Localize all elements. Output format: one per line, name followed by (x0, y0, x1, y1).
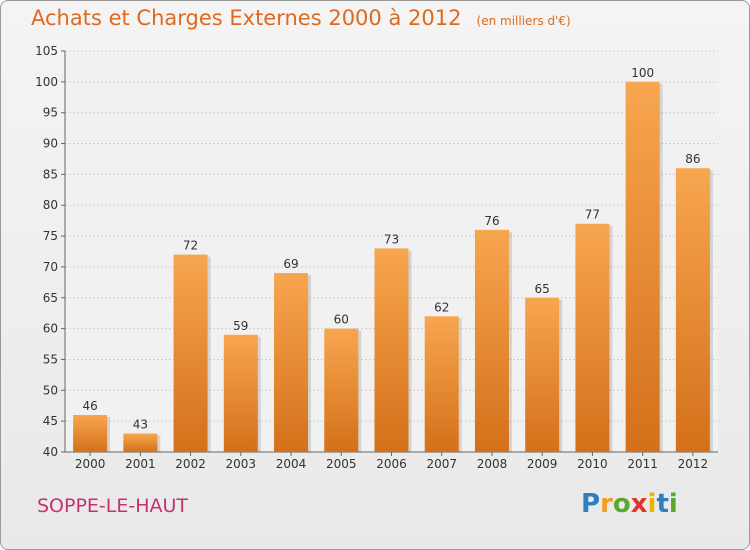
x-tick-label: 2000 (75, 457, 106, 471)
bar-value-label: 100 (631, 66, 654, 80)
bar (374, 248, 409, 452)
bar-value-label: 77 (585, 208, 600, 222)
y-tick-label: 80 (43, 198, 58, 212)
y-tick-label: 85 (43, 167, 58, 181)
bar-value-label: 86 (685, 152, 700, 166)
x-tick-label: 2002 (175, 457, 206, 471)
y-tick-label: 70 (43, 260, 58, 274)
y-tick-label: 90 (43, 137, 58, 151)
chart-title: Achats et Charges Externes 2000 à 2012 (31, 6, 462, 30)
bar-value-label: 65 (535, 282, 550, 296)
y-tick-label: 95 (43, 106, 58, 120)
logo-letter: r (600, 489, 613, 519)
bar-value-label: 43 (133, 417, 148, 431)
bar (525, 297, 560, 452)
logo-letter: o (612, 489, 631, 519)
y-tick-label: 40 (43, 445, 58, 459)
x-tick-label: 2010 (577, 457, 608, 471)
y-tick-label: 65 (43, 291, 58, 305)
bar-value-label: 59 (233, 319, 248, 333)
bar (173, 254, 208, 452)
y-tick-label: 100 (35, 75, 58, 89)
x-tick-label: 2003 (226, 457, 257, 471)
logo-letter: P (581, 489, 601, 519)
bar (625, 81, 660, 452)
bar (575, 223, 610, 452)
logo-letter: i (647, 489, 657, 519)
proxiti-logo[interactable]: Proxiti (581, 489, 678, 519)
x-tick-label: 2001 (125, 457, 156, 471)
commune-name: SOPPE-LE-HAUT (37, 495, 189, 517)
x-tick-label: 2007 (426, 457, 457, 471)
chart-subtitle: (en milliers d'€) (476, 14, 571, 28)
x-tick-label: 2006 (376, 457, 407, 471)
y-tick-label: 50 (43, 383, 58, 397)
bar (274, 273, 309, 452)
logo-letter: t (656, 489, 669, 519)
bar (73, 414, 108, 452)
bar (123, 433, 158, 452)
x-tick-label: 2008 (477, 457, 508, 471)
x-tick-label: 2005 (326, 457, 357, 471)
bar-value-label: 62 (434, 300, 449, 314)
y-tick-label: 75 (43, 229, 58, 243)
x-tick-label: 2009 (527, 457, 558, 471)
title-block: Achats et Charges Externes 2000 à 2012 (… (31, 6, 571, 30)
x-tick-label: 2011 (627, 457, 658, 471)
x-tick-label: 2012 (678, 457, 709, 471)
bar (324, 328, 359, 452)
x-tick-label: 2004 (276, 457, 307, 471)
y-tick-label: 60 (43, 322, 58, 336)
bar-value-label: 69 (283, 257, 298, 271)
bar-value-label: 76 (484, 214, 499, 228)
logo-letter: x (630, 489, 648, 519)
y-tick-label: 55 (43, 352, 58, 366)
bar-value-label: 73 (384, 232, 399, 246)
bar (424, 316, 459, 452)
y-tick-label: 105 (35, 44, 58, 58)
bar (474, 229, 509, 452)
logo-letter: i (668, 489, 678, 519)
bar (675, 168, 710, 452)
bar (223, 334, 258, 452)
bar-value-label: 60 (334, 313, 349, 327)
y-tick-label: 45 (43, 414, 58, 428)
bar-value-label: 46 (82, 399, 97, 413)
bar-value-label: 72 (183, 239, 198, 253)
